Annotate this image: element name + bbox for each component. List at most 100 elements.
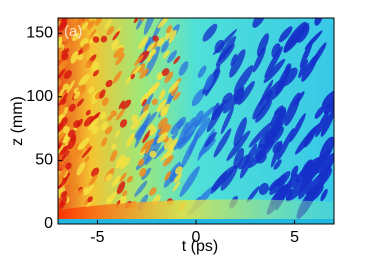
heatmap-speckle [60, 145, 69, 156]
heatmap-speckle [148, 124, 155, 131]
y-axis-label: z (mm) [9, 96, 26, 146]
heatmap-speckle [152, 35, 159, 42]
heatmap-streak [212, 29, 238, 56]
heatmap-speckle [58, 68, 66, 80]
heatmap-speckle [168, 80, 180, 94]
heatmap-speckle [91, 125, 100, 135]
heatmap-streak [298, 59, 309, 79]
heatmap-speckle [163, 49, 170, 59]
heatmap-streak [259, 79, 274, 107]
heatmap-streak [133, 111, 157, 139]
heatmap-speckle [157, 37, 165, 47]
heatmap-speckle [119, 156, 131, 170]
heatmap-speckle [58, 144, 64, 158]
heatmap-streak [202, 23, 218, 42]
heatmap-speckle [68, 103, 76, 112]
heatmap-speckle [89, 29, 97, 40]
heatmap-speckle [149, 49, 157, 56]
heatmap-streak [197, 65, 207, 78]
heatmap-speckle [104, 19, 112, 30]
heatmap-streak [254, 144, 266, 160]
y-tick-label: 150 [26, 24, 53, 41]
heatmap-speckle [58, 142, 62, 151]
heatmap-speckle [62, 125, 70, 134]
heatmap-speckle [170, 84, 179, 97]
heatmap-streak [280, 67, 298, 87]
heatmap-speckle [72, 32, 80, 42]
heatmap-streak [252, 18, 266, 28]
heatmap-streak [269, 171, 291, 195]
heatmap-speckle [137, 63, 146, 74]
heatmap-speckle [173, 56, 181, 65]
heatmap-speckle [115, 108, 125, 121]
heatmap-speckle [71, 148, 83, 161]
heatmap-streak [170, 119, 184, 135]
heatmap-speckle [88, 174, 98, 187]
heatmap-streak [302, 160, 314, 177]
heatmap-speckle [60, 190, 67, 198]
heatmap-speckle [114, 130, 120, 138]
heatmap-speckle [156, 131, 168, 144]
heatmap-speckle [122, 190, 128, 197]
heatmap-speckle [148, 187, 157, 196]
heatmap-speckle [58, 177, 68, 190]
heatmap-streak [323, 98, 334, 115]
heatmap-speckle [158, 123, 169, 136]
heatmap-speckle [77, 53, 84, 61]
heatmap-speckle [65, 171, 75, 186]
heatmap-speckle [157, 117, 168, 130]
heatmap-speckle [126, 175, 134, 183]
heatmap-speckle [173, 172, 182, 184]
heatmap-speckle [112, 71, 122, 84]
heatmap-speckle [85, 59, 93, 69]
heatmap-streak [204, 73, 214, 91]
heatmap-speckle [121, 99, 132, 110]
heatmap-streak [160, 40, 170, 53]
heatmap-streak [278, 26, 293, 43]
heatmap-streak [246, 186, 260, 203]
heatmap-streak [271, 43, 281, 58]
heatmap-streak [296, 24, 310, 43]
heatmap-streak [144, 44, 161, 77]
heatmap-speckle [58, 36, 63, 47]
heatmap-streak [213, 128, 232, 158]
heatmap-speckle [119, 172, 127, 183]
heatmap-speckle [105, 173, 113, 182]
heatmap-speckle [168, 29, 177, 44]
heatmap-streak [211, 165, 235, 192]
heatmap-speckle [116, 181, 126, 195]
heatmap-streak [319, 136, 334, 164]
heatmap-speckle [115, 52, 125, 66]
heatmap-speckle [105, 79, 113, 88]
y-tick-label: 0 [44, 215, 53, 232]
heatmap-speckle [76, 98, 84, 107]
heatmap-streak [230, 53, 237, 67]
heatmap-speckle [130, 73, 135, 80]
heatmap-speckle [73, 91, 81, 100]
heatmap-streak [258, 182, 269, 196]
heatmap-speckle [106, 191, 117, 205]
heatmap-speckle [61, 34, 69, 42]
heatmap-speckle [115, 156, 126, 169]
heatmap-speckle [140, 140, 149, 153]
heatmap-speckle [83, 115, 94, 127]
heatmap-speckle [113, 47, 125, 59]
heatmap-speckle [164, 28, 174, 40]
heatmap-speckle [58, 168, 68, 181]
heatmap-speckle [58, 117, 68, 131]
heatmap-speckle [85, 109, 91, 116]
heatmap-speckle [130, 119, 141, 130]
x-tick-label: 0 [192, 229, 201, 246]
heatmap-speckle [172, 91, 181, 101]
heatmap-streak [270, 109, 287, 138]
heatmap-streak [177, 121, 189, 148]
heatmap-speckle [68, 116, 77, 130]
heatmap-streak [301, 54, 318, 82]
heatmap-streak [252, 46, 266, 73]
y-tick-label: 100 [26, 88, 53, 105]
heatmap-speckle [90, 167, 100, 177]
heatmap-speckle [125, 76, 131, 85]
heatmap-streak [270, 140, 283, 168]
x-tick-label: 5 [290, 229, 299, 246]
